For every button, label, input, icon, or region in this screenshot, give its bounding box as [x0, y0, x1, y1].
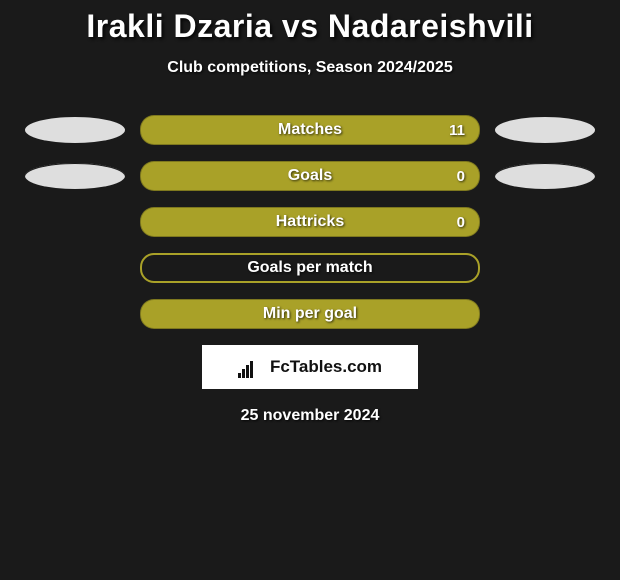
row-min-per-goal: Min per goal: [0, 299, 620, 329]
page-title: Irakli Dzaria vs Nadareishvili: [0, 8, 620, 45]
row-goals: Goals 0: [0, 161, 620, 191]
page-subtitle: Club competitions, Season 2024/2025: [0, 59, 620, 77]
bar-value: 0: [457, 168, 465, 185]
right-oval-slot: [490, 163, 600, 189]
bar-value: 11: [449, 122, 465, 139]
stats-rows: Matches 11 Goals 0 Hattricks 0: [0, 115, 620, 329]
bar-label: Min per goal: [263, 305, 357, 323]
date-label: 25 november 2024: [0, 407, 620, 425]
left-oval-slot: [20, 117, 130, 143]
bar-label: Goals: [288, 167, 332, 185]
right-oval-slot: [490, 117, 600, 143]
bar-min-per-goal: Min per goal: [140, 299, 480, 329]
bar-matches: Matches 11: [140, 115, 480, 145]
oval-left-icon: [25, 117, 125, 143]
bars-icon: [238, 356, 264, 378]
bar-value: 0: [457, 214, 465, 231]
source-badge: FcTables.com: [202, 345, 418, 389]
badge-text: FcTables.com: [270, 357, 382, 377]
bar-goals: Goals 0: [140, 161, 480, 191]
row-matches: Matches 11: [0, 115, 620, 145]
oval-left-icon: [25, 163, 125, 189]
row-goals-per-match: Goals per match: [0, 253, 620, 283]
bar-label: Goals per match: [247, 259, 372, 277]
row-hattricks: Hattricks 0: [0, 207, 620, 237]
bar-label: Matches: [278, 121, 342, 139]
oval-right-icon: [495, 163, 595, 189]
comparison-panel: Irakli Dzaria vs Nadareishvili Club comp…: [0, 0, 620, 425]
oval-right-icon: [495, 117, 595, 143]
left-oval-slot: [20, 163, 130, 189]
bar-goals-per-match: Goals per match: [140, 253, 480, 283]
bar-hattricks: Hattricks 0: [140, 207, 480, 237]
bar-label: Hattricks: [276, 213, 344, 231]
